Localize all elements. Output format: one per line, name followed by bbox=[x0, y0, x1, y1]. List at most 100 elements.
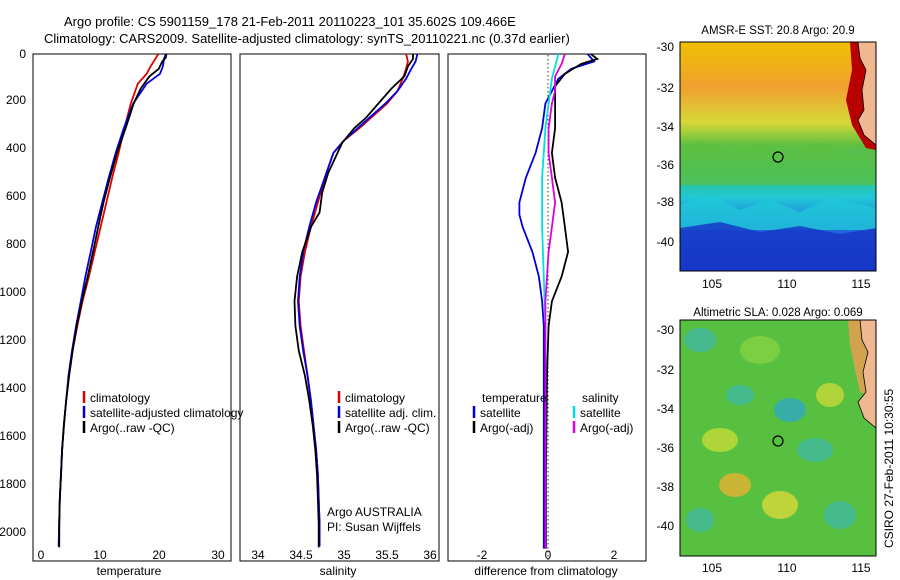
sla-eddy bbox=[797, 438, 833, 462]
figure-title-line1: Argo profile: CS 5901159_178 21-Feb-2011… bbox=[64, 14, 516, 29]
difference-profiles bbox=[518, 54, 600, 549]
salinity-line-argo bbox=[293, 54, 414, 548]
lon-tick: 115 bbox=[851, 561, 870, 575]
sst-cold-region bbox=[680, 222, 876, 271]
difference-line-salinity-argo bbox=[544, 54, 566, 549]
depth-tick: 1000 bbox=[0, 285, 26, 299]
sla-eddy bbox=[684, 328, 716, 352]
lat-tick: -34 bbox=[657, 120, 675, 134]
sst-cyan-band bbox=[680, 195, 876, 230]
depth-tick: 600 bbox=[6, 189, 26, 203]
difference-legend: temperature satellite Argo(-adj) salinit… bbox=[472, 391, 633, 435]
sla-coastline bbox=[857, 320, 876, 429]
x-tick: 10 bbox=[93, 548, 107, 562]
difference-axis-label: difference from climatology bbox=[474, 564, 617, 578]
x-tick: -2 bbox=[477, 548, 488, 562]
sst-coastline bbox=[857, 42, 876, 146]
x-tick: 35.5 bbox=[375, 548, 399, 562]
sst-map-title: AMSR-E SST: 20.8 Argo: 20.9 bbox=[701, 25, 854, 37]
sla-eddy bbox=[774, 398, 806, 422]
csiro-credit: CSIRO 27-Feb-2011 10:30:55 bbox=[882, 388, 896, 548]
lon-tick: 110 bbox=[777, 561, 796, 575]
lat-tick: -40 bbox=[657, 235, 675, 249]
salinity-legend: climatology satellite adj. clim. Argo(..… bbox=[337, 391, 436, 435]
argo-program-annotation: Argo AUSTRALIA bbox=[327, 505, 422, 519]
sla-eddy bbox=[726, 385, 754, 405]
depth-tick: 200 bbox=[6, 93, 26, 107]
x-tick: 30 bbox=[211, 548, 225, 562]
x-tick: 36 bbox=[423, 548, 437, 562]
argo-float-marker-sla bbox=[772, 435, 784, 447]
salinity-axis-label: salinity bbox=[320, 564, 357, 578]
lon-tick: 105 bbox=[702, 277, 722, 291]
lat-tick: -38 bbox=[657, 195, 675, 209]
depth-tick: 1600 bbox=[0, 429, 26, 443]
sla-map-frame bbox=[679, 319, 877, 557]
difference-line-temperature-satellite bbox=[518, 54, 596, 549]
sla-eddy bbox=[816, 383, 844, 407]
temperature-legend: climatology satellite-adjusted climatolo… bbox=[82, 391, 243, 435]
temperature-panel-frame bbox=[32, 53, 232, 562]
sla-eddy bbox=[719, 473, 751, 497]
lat-tick: -32 bbox=[657, 363, 675, 377]
legend-label: satellite-adjusted climatology bbox=[90, 406, 243, 420]
x-tick: 2 bbox=[611, 548, 618, 562]
salinity-x-ticks: 34 34.5 35 35.5 36 bbox=[251, 548, 437, 562]
depth-tick: 1200 bbox=[0, 333, 26, 347]
x-tick: 35 bbox=[337, 548, 351, 562]
legend-label: satellite bbox=[580, 406, 621, 420]
legend-label: satellite adj. clim. bbox=[345, 406, 436, 420]
legend-label: Argo(..raw -QC) bbox=[345, 421, 430, 435]
legend-label: satellite bbox=[480, 406, 521, 420]
lon-tick: 105 bbox=[702, 561, 722, 575]
legend-label: Argo(-adj) bbox=[480, 421, 533, 435]
sla-map-title: Altimetric SLA: 0.028 Argo: 0.069 bbox=[693, 307, 862, 319]
x-tick: 34.5 bbox=[289, 548, 313, 562]
sst-map-frame bbox=[679, 41, 877, 272]
depth-tick: 800 bbox=[6, 237, 26, 251]
temperature-axis-label: temperature bbox=[97, 564, 162, 578]
sst-map-y-ticks: -30 -32 -34 -36 -38 -40 bbox=[657, 40, 675, 249]
lat-tick: -38 bbox=[657, 480, 675, 494]
sst-map-x-ticks: 105 110 115 bbox=[702, 277, 871, 291]
lat-tick: -36 bbox=[657, 158, 675, 172]
sla-eddy bbox=[702, 428, 738, 452]
lon-tick: 115 bbox=[851, 277, 870, 291]
lat-tick: -40 bbox=[657, 519, 675, 533]
sla-map-y-ticks: -30 -32 -34 -36 -38 -40 bbox=[657, 323, 675, 533]
legend-heading-salinity: salinity bbox=[582, 391, 619, 405]
depth-tick: 1400 bbox=[0, 381, 26, 395]
sla-map-x-ticks: 105 110 115 bbox=[702, 561, 871, 575]
argo-float-marker-sst bbox=[772, 151, 784, 163]
temperature-line-climatology bbox=[58, 54, 159, 547]
figure-title-line2: Climatology: CARS2009. Satellite-adjuste… bbox=[44, 31, 570, 46]
lon-tick: 110 bbox=[777, 277, 796, 291]
depth-tick: 400 bbox=[6, 141, 26, 155]
legend-label: Argo(..raw -QC) bbox=[90, 421, 175, 435]
temperature-line-argo bbox=[58, 54, 168, 548]
salinity-profiles bbox=[293, 54, 419, 548]
legend-label: Argo(-adj) bbox=[580, 421, 633, 435]
salinity-panel-frame bbox=[239, 53, 440, 562]
sla-eddy bbox=[824, 501, 856, 529]
sla-map bbox=[680, 320, 876, 556]
salinity-line-satellite bbox=[297, 54, 419, 547]
temperature-line-satellite bbox=[57, 54, 167, 547]
x-tick: 20 bbox=[152, 548, 166, 562]
depth-axis: 0 200 400 600 800 1000 1200 1400 1600 18… bbox=[0, 47, 26, 539]
lat-tick: -30 bbox=[657, 323, 675, 337]
lat-tick: -34 bbox=[657, 402, 675, 416]
difference-panel-frame bbox=[447, 53, 647, 562]
difference-x-ticks: -2 0 2 bbox=[477, 548, 618, 562]
x-tick: 34 bbox=[251, 548, 265, 562]
temperature-profiles bbox=[57, 54, 168, 548]
depth-tick: 2000 bbox=[0, 525, 26, 539]
lat-tick: -32 bbox=[657, 81, 675, 95]
pi-annotation: PI: Susan Wijffels bbox=[327, 520, 421, 534]
depth-tick: 1800 bbox=[0, 477, 26, 491]
lat-tick: -36 bbox=[657, 441, 675, 455]
x-tick: 0 bbox=[38, 548, 45, 562]
legend-label: climatology bbox=[345, 391, 405, 405]
lat-tick: -30 bbox=[657, 40, 675, 54]
